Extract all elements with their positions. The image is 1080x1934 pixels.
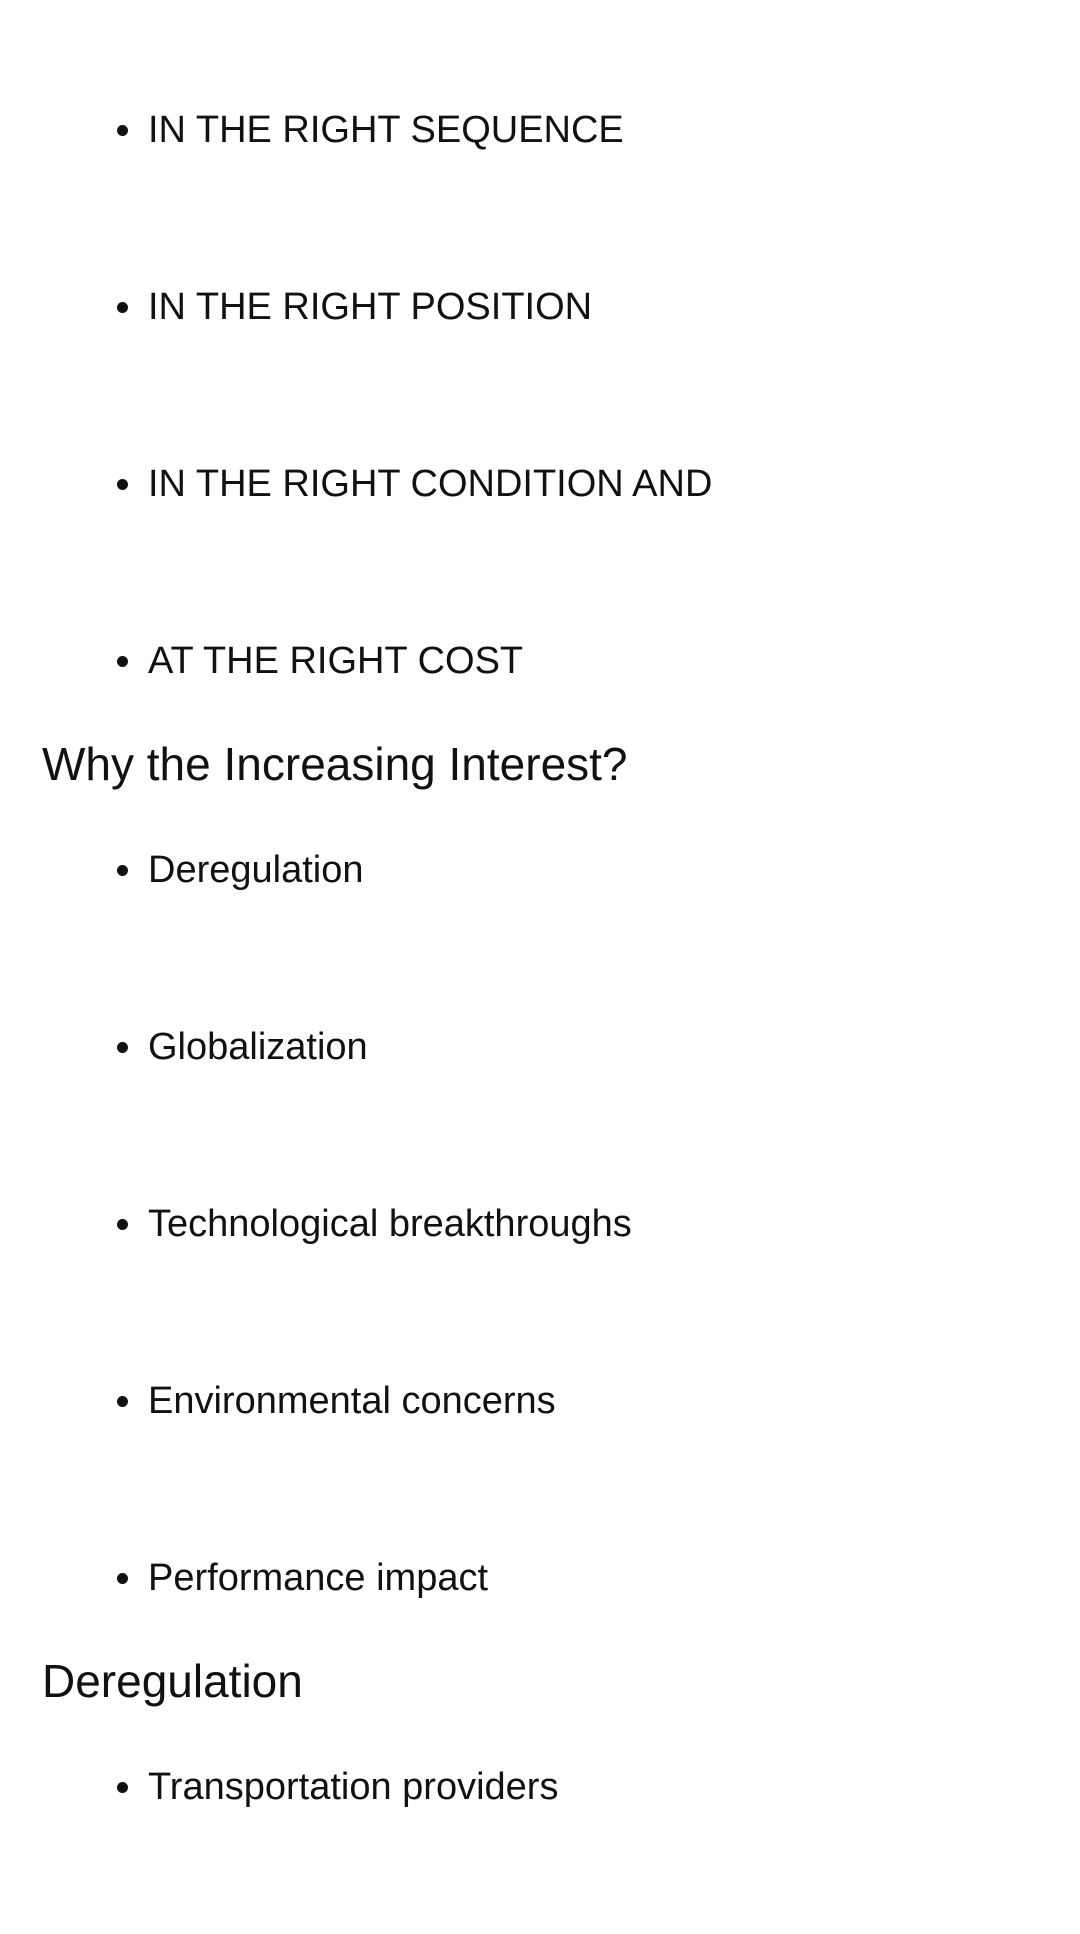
list-item: Performance impact [116,1554,488,1602]
list-item: IN THE RIGHT CONDITION AND [116,460,712,508]
list-item: AT THE RIGHT COST [116,637,523,685]
list-item: Transportation providers [116,1763,558,1811]
list-item: Globalization [117,1023,368,1071]
list-item: IN THE RIGHT SEQUENCE [117,106,624,154]
list-item: Technological breakthroughs [117,1200,632,1248]
section-heading-interest: Why the Increasing Interest? [42,738,628,790]
list-item: IN THE RIGHT POSITION [116,283,592,331]
section-heading-deregulation: Deregulation [42,1655,303,1707]
list-item: Environmental concerns [117,1377,556,1425]
list-item: Deregulation [116,846,363,894]
